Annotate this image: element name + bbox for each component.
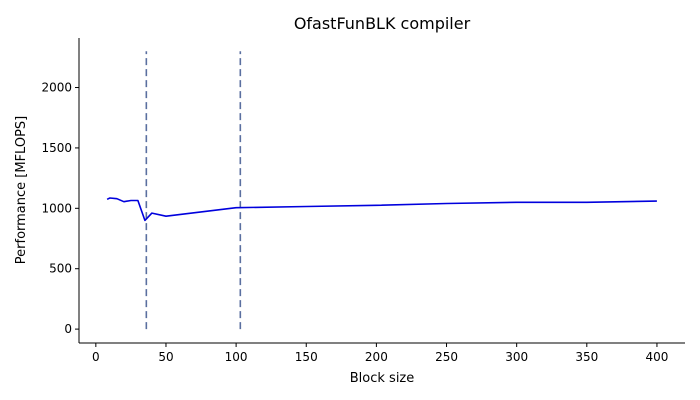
series-line-1	[106, 197, 657, 222]
x-tick-label: 250	[435, 350, 458, 364]
chart-title: OfastFunBLK compiler	[294, 14, 471, 33]
y-tick-label: 2000	[41, 81, 72, 95]
y-tick-label: 1500	[41, 141, 72, 155]
x-tick-label: 150	[295, 350, 318, 364]
x-tick-label: 50	[158, 350, 173, 364]
x-axis-label: Block size	[350, 371, 415, 386]
x-tick-label: 0	[92, 350, 100, 364]
x-tick-label: 100	[225, 350, 248, 364]
x-ticks: 0 50 100 150 200 250 300 350 400	[92, 343, 668, 364]
y-ticks: 0 500 1000 1500 2000	[41, 81, 79, 336]
plot-area	[106, 51, 657, 330]
y-tick-label: 500	[49, 262, 72, 276]
x-tick-label: 400	[645, 350, 668, 364]
x-tick-label: 200	[365, 350, 388, 364]
y-axis-label: Performance [MFLOPS]	[14, 116, 29, 264]
x-tick-label: 350	[575, 350, 598, 364]
x-tick-label: 300	[505, 350, 528, 364]
y-tick-label: 0	[64, 322, 72, 336]
y-tick-label: 1000	[41, 201, 72, 215]
